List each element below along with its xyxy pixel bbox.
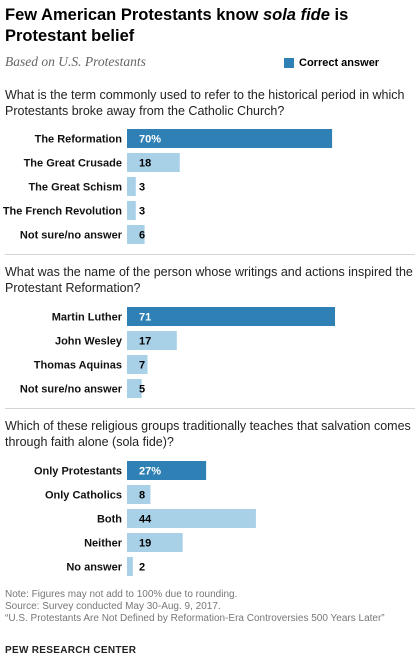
chart-title: Few American Protestants know sola fide … xyxy=(5,6,349,45)
divider-2 xyxy=(5,408,415,409)
value-label: 5 xyxy=(139,384,145,396)
question-1: What is the term commonly used to refer … xyxy=(5,88,405,118)
question-3: Which of these religious groups traditio… xyxy=(5,419,411,449)
bar xyxy=(127,225,145,244)
report-title: “U.S. Protestants Are Not Defined by Ref… xyxy=(5,613,385,624)
question-2: What was the name of the person whose wr… xyxy=(5,265,413,295)
value-label: 3 xyxy=(139,182,145,194)
bar-correct xyxy=(127,307,336,326)
value-label: 44 xyxy=(139,514,152,526)
divider-1 xyxy=(5,254,415,255)
bar-correct xyxy=(127,129,333,148)
category-label: The French Revolution xyxy=(3,206,122,218)
value-label: 7 xyxy=(139,360,145,372)
category-label: The Great Schism xyxy=(28,182,122,194)
bar xyxy=(127,153,180,172)
category-label: Thomas Aquinas xyxy=(34,360,122,372)
value-label: 17 xyxy=(139,336,151,348)
value-label: 8 xyxy=(139,490,145,502)
bar xyxy=(127,485,151,504)
bar xyxy=(127,379,142,398)
org-name: PEW RESEARCH CENTER xyxy=(5,645,137,656)
bar xyxy=(127,201,136,220)
title-italic-term: sola fide xyxy=(262,6,330,24)
legend-swatch-correct xyxy=(284,58,294,68)
bar xyxy=(127,177,136,196)
bar-correct xyxy=(127,461,207,480)
category-label: No answer xyxy=(66,562,122,574)
category-label: Not sure/no answer xyxy=(20,384,123,396)
source: Source: Survey conducted May 30-Aug. 9, … xyxy=(5,601,221,612)
bar xyxy=(127,509,256,528)
value-label: 70% xyxy=(139,134,161,146)
value-label: 19 xyxy=(139,538,151,550)
bar xyxy=(127,355,148,374)
category-label: Neither xyxy=(84,538,123,550)
category-label: Only Catholics xyxy=(45,490,122,502)
category-label: The Great Crusade xyxy=(24,158,122,170)
note: Note: Figures may not add to 100% due to… xyxy=(5,589,238,600)
category-label: Not sure/no answer xyxy=(20,230,123,242)
legend: Correct answer xyxy=(284,57,379,69)
bar xyxy=(127,331,177,350)
value-label: 2 xyxy=(139,562,145,574)
value-label: 18 xyxy=(139,158,151,170)
value-label: 3 xyxy=(139,206,145,218)
category-label: Only Protestants xyxy=(34,466,122,478)
value-label: 27% xyxy=(139,466,161,478)
category-label: Both xyxy=(97,514,122,526)
category-label: Martin Luther xyxy=(52,312,123,324)
category-label: John Wesley xyxy=(55,336,123,348)
category-label: The Reformation xyxy=(35,134,123,146)
value-label: 71 xyxy=(139,312,151,324)
legend-label-correct: Correct answer xyxy=(299,57,380,69)
chart-subtitle: Based on U.S. Protestants xyxy=(5,54,146,69)
bar xyxy=(127,557,133,576)
value-label: 6 xyxy=(139,230,145,242)
bar xyxy=(127,533,183,552)
